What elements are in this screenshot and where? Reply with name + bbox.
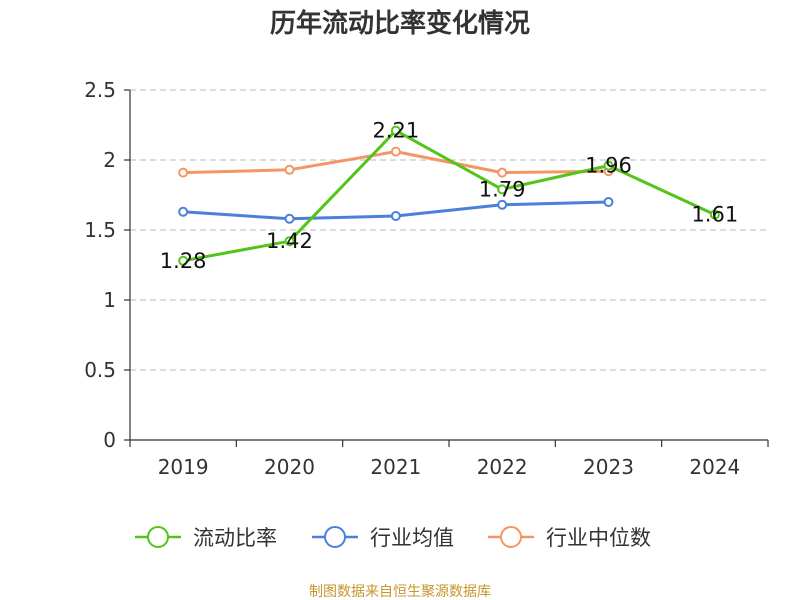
data-label: 1.96 <box>585 154 632 178</box>
data-label: 1.42 <box>266 229 313 253</box>
data-label: 1.28 <box>160 249 207 273</box>
series-lines <box>178 125 720 266</box>
data-point <box>390 125 401 136</box>
legend-item: 流动比率 <box>135 526 277 550</box>
data-label: 2.21 <box>372 119 419 143</box>
legend-marker <box>147 526 169 548</box>
legend-marker <box>324 526 346 548</box>
series-0 <box>178 125 720 266</box>
series-1 <box>178 197 614 224</box>
y-tick-label: 0.5 <box>84 358 116 382</box>
x-tick-label: 2019 <box>158 455 209 479</box>
data-point <box>497 167 508 178</box>
x-tick-label: 2021 <box>370 455 421 479</box>
data-point <box>603 160 614 171</box>
data-point <box>390 146 401 157</box>
y-tick-label: 0 <box>103 428 116 452</box>
y-tick-label: 2 <box>103 148 116 172</box>
data-point <box>284 164 295 175</box>
x-tick-label: 2024 <box>689 455 740 479</box>
legend-marker <box>500 526 522 548</box>
data-label: 1.79 <box>479 177 526 201</box>
series-line <box>182 129 716 263</box>
y-tick-label: 2.5 <box>84 78 116 102</box>
x-tick-label: 2023 <box>583 455 634 479</box>
legend-label: 行业中位数 <box>546 526 651 550</box>
x-tick-label: 2020 <box>264 455 315 479</box>
data-point <box>284 236 295 247</box>
data-point <box>284 213 295 224</box>
legend-label: 行业均值 <box>370 526 454 550</box>
data-point <box>709 209 720 220</box>
series-2 <box>178 146 614 178</box>
y-tick-label: 1.5 <box>84 218 116 242</box>
y-tick-label: 1 <box>103 288 116 312</box>
data-point <box>390 211 401 221</box>
data-point <box>497 184 508 195</box>
legend-label: 流动比率 <box>193 526 277 550</box>
data-point <box>603 197 614 207</box>
x-tick-label: 2022 <box>477 455 528 479</box>
data-point <box>178 255 189 266</box>
source-note: 制图数据来自恒生聚源数据库 <box>309 584 491 600</box>
chart-title: 历年流动比率变化情况 <box>270 8 530 39</box>
gridlines <box>130 89 768 371</box>
data-point <box>178 167 189 178</box>
legend-item: 行业均值 <box>312 526 454 550</box>
data-point <box>497 199 508 210</box>
data-point <box>178 206 189 217</box>
data-label: 1.61 <box>691 203 738 227</box>
data-labels: 1.28 1.42 2.21 1.79 1.96 1.61 <box>160 119 738 273</box>
legend-item: 行业中位数 <box>488 526 651 550</box>
axes: 0 0.5 1 1.5 2 2.5 2019 2020 2021 2022 2023 2024 <box>84 78 769 479</box>
legend: 流动比率 行业均值 行业中位数 <box>135 526 651 550</box>
